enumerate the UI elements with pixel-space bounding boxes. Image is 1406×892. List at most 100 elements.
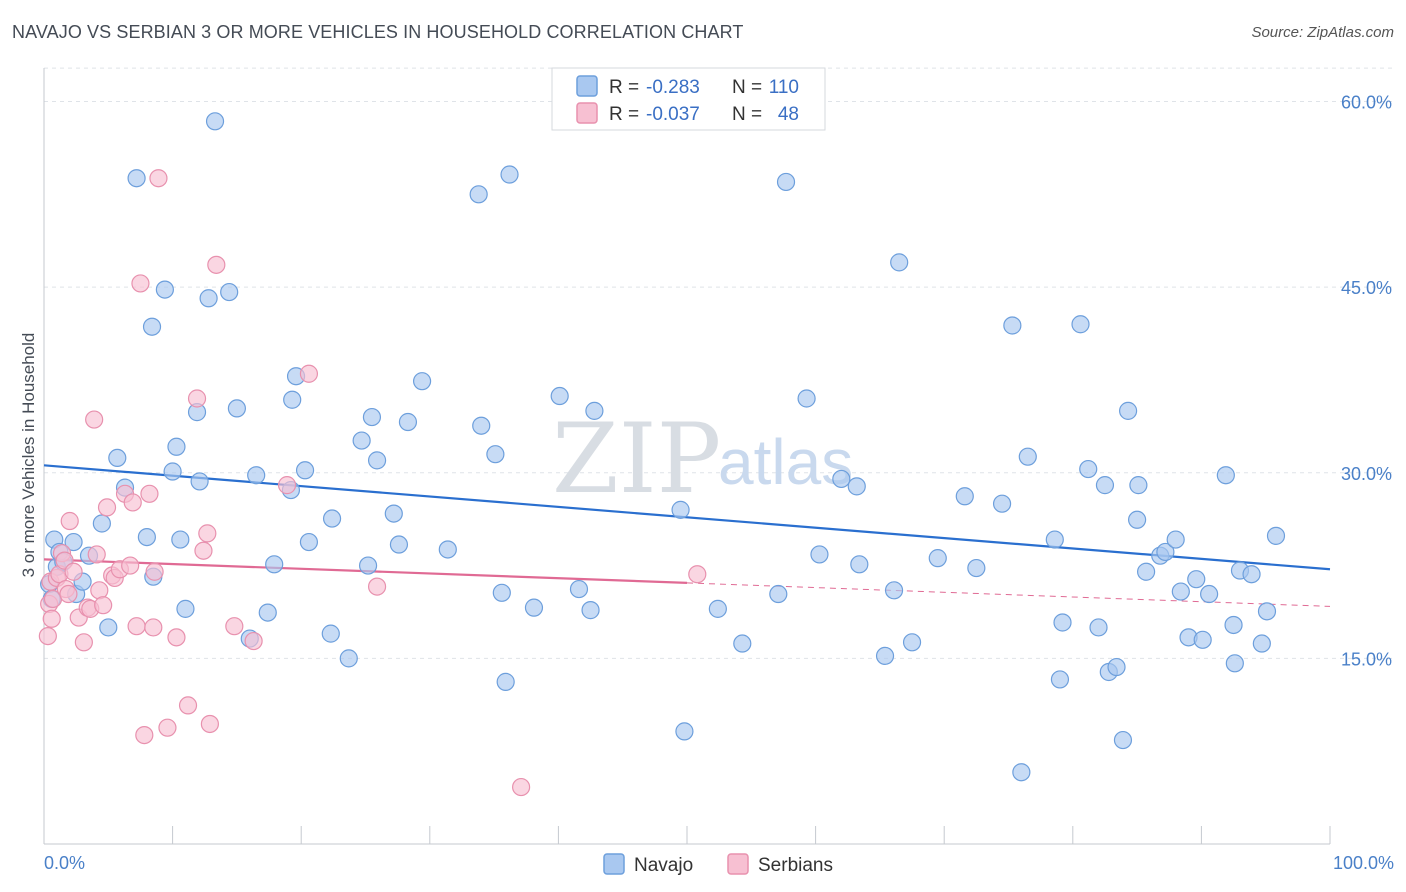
point-serbians: [158, 718, 177, 737]
point-navajo: [486, 445, 505, 464]
point-navajo: [847, 477, 866, 496]
point-navajo: [190, 472, 209, 491]
point-serbians: [131, 274, 150, 293]
point-navajo: [1257, 602, 1277, 621]
point-navajo: [675, 722, 694, 741]
point-serbians: [167, 628, 186, 647]
point-navajo: [1242, 565, 1261, 584]
chart-title: NAVAJO VS SERBIAN 3 OR MORE VEHICLES IN …: [12, 22, 744, 42]
point-navajo: [992, 494, 1012, 513]
point-serbians: [135, 725, 154, 745]
point-serbians: [207, 255, 226, 274]
point-navajo: [384, 504, 403, 523]
point-navajo: [1079, 459, 1098, 479]
point-serbians: [200, 714, 219, 734]
point-navajo: [398, 412, 418, 432]
point-serbians: [127, 617, 146, 636]
point-navajo: [295, 461, 315, 480]
point-navajo: [569, 579, 589, 599]
point-navajo: [708, 599, 727, 618]
point-navajo: [137, 527, 156, 547]
point-navajo: [928, 549, 947, 568]
point-serbians: [59, 584, 78, 604]
point-navajo: [1171, 582, 1190, 601]
point-serbians: [38, 626, 57, 646]
y-tick-labels: 15.0% 30.0% 45.0% 60.0%: [1341, 93, 1392, 670]
point-navajo: [358, 556, 378, 575]
x-tick-labels: 0.0% 100.0%: [44, 853, 1394, 873]
bottom-legend-navajo: Navajo: [634, 855, 693, 876]
point-serbians: [244, 631, 263, 651]
point-navajo: [412, 372, 432, 391]
point-serbians: [97, 498, 117, 517]
point-navajo: [875, 646, 895, 666]
point-navajo: [171, 530, 190, 549]
point-navajo: [205, 112, 225, 131]
legend-swatch-navajo: [576, 75, 598, 97]
point-navajo: [1071, 315, 1090, 334]
point-navajo: [496, 672, 515, 691]
point-serbians: [225, 617, 244, 636]
point-navajo: [1089, 618, 1108, 637]
point-serbians: [688, 565, 707, 584]
point-navajo: [797, 389, 816, 408]
y-tick-label: 60.0%: [1341, 93, 1392, 113]
point-navajo: [585, 401, 604, 420]
point-serbians: [64, 562, 83, 581]
point-navajo: [258, 603, 277, 622]
point-navajo: [163, 462, 182, 481]
point-navajo: [1266, 526, 1286, 545]
point-navajo: [955, 487, 974, 506]
point-navajo: [1129, 476, 1148, 495]
watermark-zip: ZIP: [552, 403, 721, 515]
point-serbians: [198, 524, 217, 543]
trend-line-serbians: [686, 582, 1331, 607]
point-navajo: [155, 280, 174, 299]
point-navajo: [176, 599, 195, 618]
point-navajo: [1252, 634, 1271, 653]
point-navajo: [1012, 763, 1031, 782]
point-navajo: [92, 514, 111, 533]
point-navajo: [1045, 530, 1064, 549]
point-serbians: [145, 562, 164, 581]
point-navajo: [1156, 542, 1175, 562]
source-label: Source: ZipAtlas.com: [1251, 24, 1394, 41]
legend-swatch-serbians: [576, 102, 598, 124]
watermark-atlas: atlas: [718, 426, 853, 498]
y-axis-label: 3 or more Vehicles in Household: [19, 333, 38, 578]
point-navajo: [1095, 476, 1115, 495]
point-serbians: [87, 545, 106, 564]
legend-n-value: 110: [769, 77, 799, 98]
point-navajo: [550, 386, 569, 406]
point-serbians: [85, 410, 104, 429]
point-navajo: [1137, 562, 1156, 581]
legend-box: R = -0.283 N = 110 R = -0.037 N = 48: [551, 67, 826, 131]
point-navajo: [227, 399, 246, 418]
point-navajo: [733, 634, 752, 653]
point-serbians: [94, 596, 113, 615]
legend-n-value: 48: [778, 104, 799, 125]
point-navajo: [524, 598, 544, 617]
y-tick-label: 30.0%: [1341, 464, 1392, 484]
bottom-legend-swatch-serbians: [727, 853, 749, 875]
data-points: [38, 112, 1286, 797]
point-navajo: [362, 407, 382, 427]
y-tick-label: 45.0%: [1341, 278, 1392, 298]
grid-lines: [44, 67, 1394, 659]
point-navajo: [1018, 447, 1037, 466]
point-serbians: [144, 618, 163, 637]
point-navajo: [1200, 584, 1219, 604]
point-navajo: [671, 500, 690, 519]
point-serbians: [60, 511, 79, 531]
point-serbians: [123, 493, 142, 512]
point-navajo: [142, 317, 162, 336]
point-serbians: [512, 777, 531, 797]
point-serbians: [194, 541, 213, 560]
point-navajo: [469, 185, 488, 204]
point-navajo: [220, 282, 239, 302]
y-tick-label: 15.0%: [1341, 649, 1392, 669]
point-serbians: [277, 476, 297, 495]
point-navajo: [884, 581, 904, 600]
point-navajo: [1127, 510, 1147, 529]
